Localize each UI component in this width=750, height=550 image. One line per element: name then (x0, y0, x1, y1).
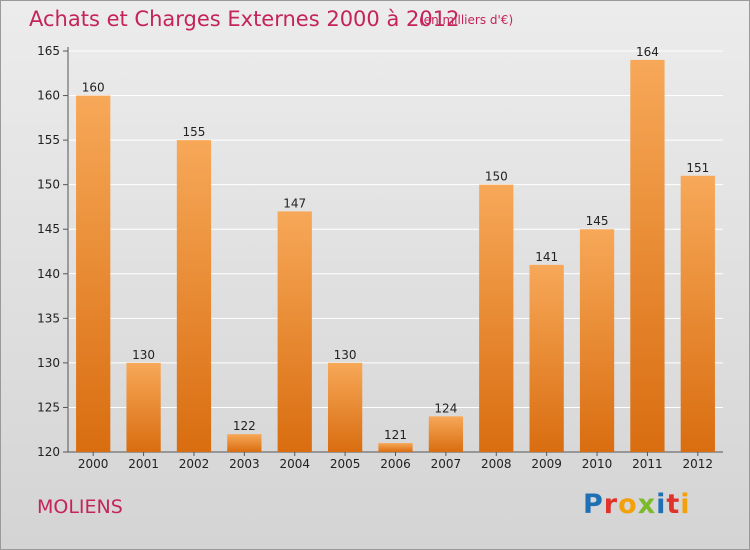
chart-title: Achats et Charges Externes 2000 à 2012 (29, 7, 460, 31)
y-tick-label: 160 (37, 89, 60, 103)
x-tick-label: 2011 (632, 457, 663, 471)
bar-2011 (630, 59, 665, 453)
data-label: 150 (485, 170, 508, 184)
bar-2004 (277, 211, 312, 452)
data-label: 130 (334, 348, 357, 362)
y-tick-label: 125 (37, 400, 60, 414)
y-tick-label: 140 (37, 267, 60, 281)
y-tick-label: 150 (37, 178, 60, 192)
y-tick-label: 130 (37, 356, 60, 370)
bars (76, 59, 715, 453)
y-tick-label: 145 (37, 222, 60, 236)
data-label: 141 (535, 250, 558, 264)
bar-2005 (327, 362, 363, 452)
bar-2009 (529, 264, 564, 452)
bar-2001 (126, 362, 161, 452)
x-tick-label: 2009 (531, 457, 562, 471)
x-tick-label: 2010 (582, 457, 613, 471)
x-tick-label: 2004 (279, 457, 310, 471)
bar-2000 (76, 95, 111, 453)
y-tick-label: 165 (37, 44, 60, 58)
labels: 160 2000 130 2001 155 2002 122 2003 147 2004 130 20… (78, 45, 713, 471)
bar-2002 (176, 140, 212, 452)
y-tick-label: 120 (37, 445, 60, 459)
y-tick-label: 135 (37, 311, 60, 325)
bar-2012 (680, 175, 715, 452)
x-tick-label: 2001 (128, 457, 159, 471)
data-label: 121 (384, 428, 407, 442)
bar-2010 (579, 229, 615, 452)
town-name: MOLIENS (37, 496, 123, 518)
x-tick-label: 2012 (683, 457, 714, 471)
x-tick-label: 2002 (179, 457, 210, 471)
grid-lines (68, 50, 723, 453)
y-tick-label: 155 (37, 133, 60, 147)
x-tick-label: 2008 (481, 457, 512, 471)
data-label: 151 (686, 161, 709, 175)
data-label: 124 (434, 401, 457, 415)
x-tick-label: 2006 (380, 457, 411, 471)
bar-2008 (479, 184, 514, 452)
data-label: 122 (233, 419, 256, 433)
data-label: 147 (283, 196, 306, 210)
x-tick-label: 2000 (78, 457, 109, 471)
bar-2007 (428, 416, 464, 452)
data-label: 130 (132, 348, 155, 362)
data-label: 155 (183, 125, 206, 139)
proxiti-logo: Proxiti (583, 489, 691, 520)
x-tick-label: 2007 (431, 457, 462, 471)
x-tick-label: 2003 (229, 457, 260, 471)
data-label: 145 (586, 214, 609, 228)
chart-subtitle: (en milliers d'€) (419, 13, 514, 27)
bar-2003 (227, 434, 262, 452)
bar-2006 (378, 443, 413, 452)
data-label: 164 (636, 45, 659, 59)
x-tick-label: 2005 (330, 457, 361, 471)
data-label: 160 (82, 81, 105, 95)
